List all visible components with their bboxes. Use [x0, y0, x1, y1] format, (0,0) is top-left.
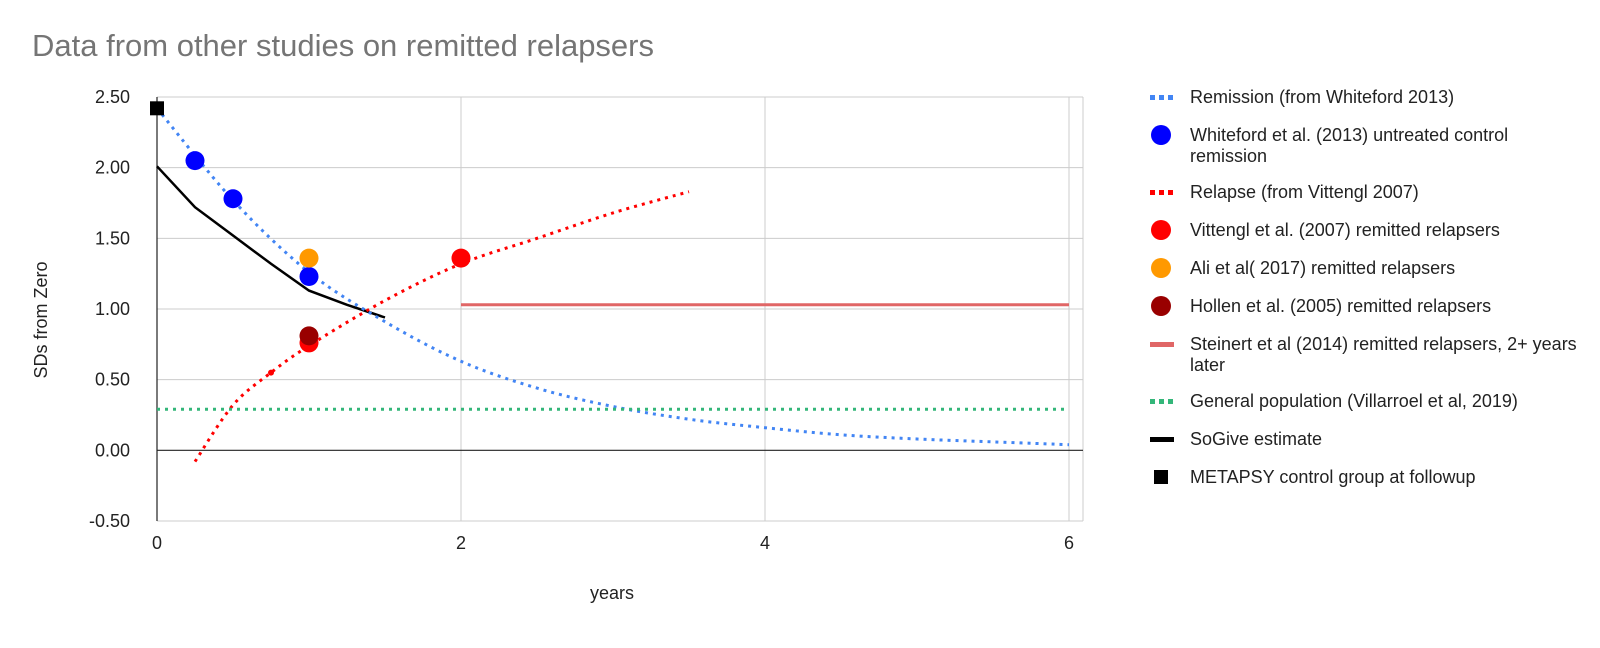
point-relapse-marker [268, 369, 274, 376]
x-tick-label: 2 [456, 533, 466, 553]
point-vittengl-et-al-2007-remitted-relapsers [451, 248, 471, 268]
y-tick-label: 0.00 [95, 440, 130, 460]
legend-swatch [1148, 182, 1178, 202]
legend-item-hollen-et-al-2005-remitted-relapsers: Hollen et al. (2005) remitted relapsers [1148, 296, 1585, 317]
legend-label: Vittengl et al. (2007) remitted relapser… [1190, 220, 1500, 240]
legend-label: General population (Villarroel et al, 20… [1190, 391, 1518, 411]
legend-item-ali-et-al-2017-remitted-relapsers: Ali et al( 2017) remitted relapsers [1148, 258, 1585, 279]
legend-swatch [1148, 429, 1178, 449]
legend-item-steinert-et-al-2014-remitted-relapsers-2-years-later: Steinert et al (2014) remitted relapsers… [1148, 334, 1585, 376]
point-whiteford-et-al-2013-untreated-control-remission [185, 151, 205, 171]
legend-swatch [1148, 258, 1178, 278]
legend-item-vittengl-et-al-2007-remitted-relapsers: Vittengl et al. (2007) remitted relapser… [1148, 220, 1585, 241]
y-tick-label: 1.50 [95, 228, 130, 248]
legend-item-relapse-from-vittengl-2007: Relapse (from Vittengl 2007) [1148, 182, 1585, 203]
chart-title: Data from other studies on remitted rela… [32, 28, 654, 63]
legend-item-metapsy-control-group-at-followup: METAPSY control group at followup [1148, 467, 1585, 488]
legend-swatch [1148, 334, 1178, 354]
chart-legend: Remission (from Whiteford 2013) Whiteford… [1148, 0, 1588, 648]
y-tick-label: 1.00 [95, 299, 130, 319]
legend-swatch [1148, 296, 1178, 316]
legend-item-general-population-villarroel-et-al-2019: General population (Villarroel et al, 20… [1148, 391, 1585, 412]
legend-swatch [1148, 125, 1178, 145]
legend-label: Steinert et al (2014) remitted relapsers… [1190, 334, 1577, 375]
point-metapsy-control-group-at-followup [150, 101, 164, 116]
legend-swatch [1148, 220, 1178, 240]
series-remission-from-whiteford-2013 [155, 107, 1070, 447]
legend-swatch [1148, 391, 1178, 411]
point-ali-et-al-2017-remitted-relapsers [299, 248, 319, 268]
series-relapse-from-vittengl-2007 [193, 190, 690, 463]
legend-swatch [1148, 467, 1178, 487]
legend-label: Hollen et al. (2005) remitted relapsers [1190, 296, 1492, 316]
y-tick-label: 2.50 [95, 87, 130, 107]
legend-item-whiteford-et-al-2013-untreated-control-remission: Whiteford et al. (2013) untreated contro… [1148, 125, 1585, 167]
legend-item-sogive-estimate: SoGive estimate [1148, 429, 1585, 450]
point-hollen-et-al-2005-remitted-relapsers [299, 326, 319, 346]
chart-plot: 2.50 2.00 1.50 1.00 0.50 0.00 -0.50 0 2 4 6 years SD… [31, 87, 1084, 603]
x-tick-label: 6 [1064, 533, 1074, 553]
y-tick-label: 0.50 [95, 370, 130, 390]
point-whiteford-et-al-2013-untreated-control-remission [299, 266, 319, 286]
y-tick-label: -0.50 [89, 511, 130, 531]
point-whiteford-et-al-2013-untreated-control-remission [223, 189, 243, 209]
legend-label: Relapse (from Vittengl 2007) [1190, 182, 1419, 202]
x-tick-label: 0 [152, 533, 162, 553]
legend-label: SoGive estimate [1190, 429, 1323, 449]
legend-label: METAPSY control group at followup [1190, 467, 1476, 487]
legend-label: Ali et al( 2017) remitted relapsers [1190, 258, 1456, 278]
legend-item-remission-from-whiteford-2013: Remission (from Whiteford 2013) [1148, 87, 1585, 108]
legend-label: Whiteford et al. (2013) untreated contro… [1190, 125, 1509, 166]
x-axis-label: years [590, 583, 634, 603]
legend-swatch [1148, 87, 1178, 107]
x-tick-label: 4 [760, 533, 770, 553]
y-tick-label: 2.00 [95, 158, 130, 178]
series-sogive-estimate [156, 165, 386, 319]
y-axis-label: SDs from Zero [31, 261, 51, 378]
legend-label: Remission (from Whiteford 2013) [1190, 87, 1455, 107]
